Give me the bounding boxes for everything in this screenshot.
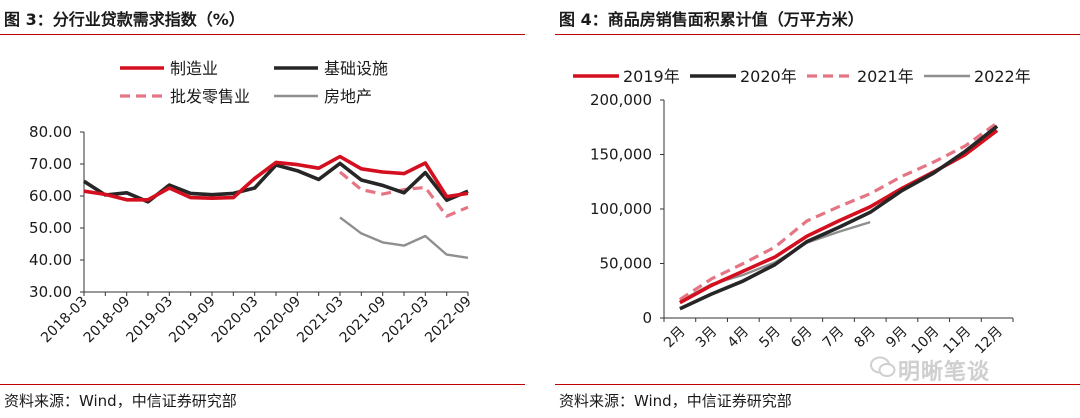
series-line-基础设施 (83, 161, 469, 204)
x-tick-label: 8月 (852, 324, 880, 352)
y-tick-label: 50,000 (600, 255, 653, 273)
series-line-2019年 (679, 129, 999, 305)
legend-label: 房地产 (324, 87, 372, 106)
legend-label: 2021年 (857, 67, 914, 86)
x-tick-label: 2月 (661, 324, 689, 352)
source-divider (0, 384, 525, 385)
x-tick-label: 6月 (788, 324, 816, 352)
series-line-房地产 (339, 216, 469, 259)
legend-label: 基础设施 (324, 59, 388, 78)
x-tick-label: 10月 (909, 324, 943, 358)
x-tick-label: 2022-09 (422, 294, 475, 347)
y-tick-label: 60.00 (29, 187, 72, 205)
x-tick-label: 9月 (883, 324, 911, 352)
x-tick-label: 4月 (725, 324, 753, 352)
y-tick-label: 0 (642, 309, 652, 327)
figure-4-title: 图 4：商品房销售面积累计值（万平方米） (559, 10, 864, 29)
housing-sales-line-chart: 200,000 150,000 100,000 50,000 0 2月 3月 4月 5月 6月 7月… (573, 67, 1031, 358)
watermark: 明晰笔谈 (898, 360, 991, 385)
title-divider (0, 34, 525, 35)
series-line-批发零售业 (338, 170, 469, 218)
series-line-2021年 (679, 121, 999, 301)
legend-label: 2019年 (623, 67, 680, 86)
x-tick-label: 7月 (820, 324, 848, 352)
series-line-2020年 (679, 124, 999, 311)
wechat-icon (870, 356, 896, 377)
x-tick-label: 11月 (940, 324, 974, 358)
legend-label: 2020年 (740, 67, 797, 86)
y-tick-label: 80.00 (29, 123, 72, 141)
y-tick-label: 50.00 (29, 219, 72, 237)
figure-3-source: 资料来源：Wind，中信证券研究部 (4, 392, 237, 410)
y-tick-label: 70.00 (29, 155, 72, 173)
title-divider (555, 34, 1080, 35)
figure-3-panel: 图 3：分行业贷款需求指数（%） 80.00 70.00 60.00 50.00 40.… (0, 0, 525, 418)
legend-label: 批发零售业 (170, 87, 250, 106)
source-divider (555, 384, 1080, 385)
y-tick-label: 200,000 (590, 91, 652, 109)
y-tick-label: 40.00 (29, 251, 72, 269)
figure-3-title: 图 3：分行业贷款需求指数（%） (4, 10, 245, 29)
loan-demand-line-chart: 80.0070.0060.0050.0040.0030.002018-03201… (29, 59, 475, 347)
y-tick-label: 150,000 (590, 146, 652, 164)
legend-label: 制造业 (170, 59, 218, 78)
series-line-2022年 (679, 220, 871, 303)
legend-label: 2022年 (974, 67, 1031, 86)
x-tick-label: 12月 (972, 324, 1006, 358)
figure-4-panel: 图 4：商品房销售面积累计值（万平方米） 200,000 150,000 100,0… (555, 0, 1080, 418)
y-tick-label: 100,000 (590, 200, 652, 218)
figure-4-source: 资料来源：Wind，中信证券研究部 (559, 392, 792, 410)
x-tick-label: 3月 (693, 324, 721, 352)
y-tick-label: 30.00 (29, 283, 72, 301)
series-line-制造业 (83, 154, 469, 202)
x-tick-label: 5月 (756, 324, 784, 352)
